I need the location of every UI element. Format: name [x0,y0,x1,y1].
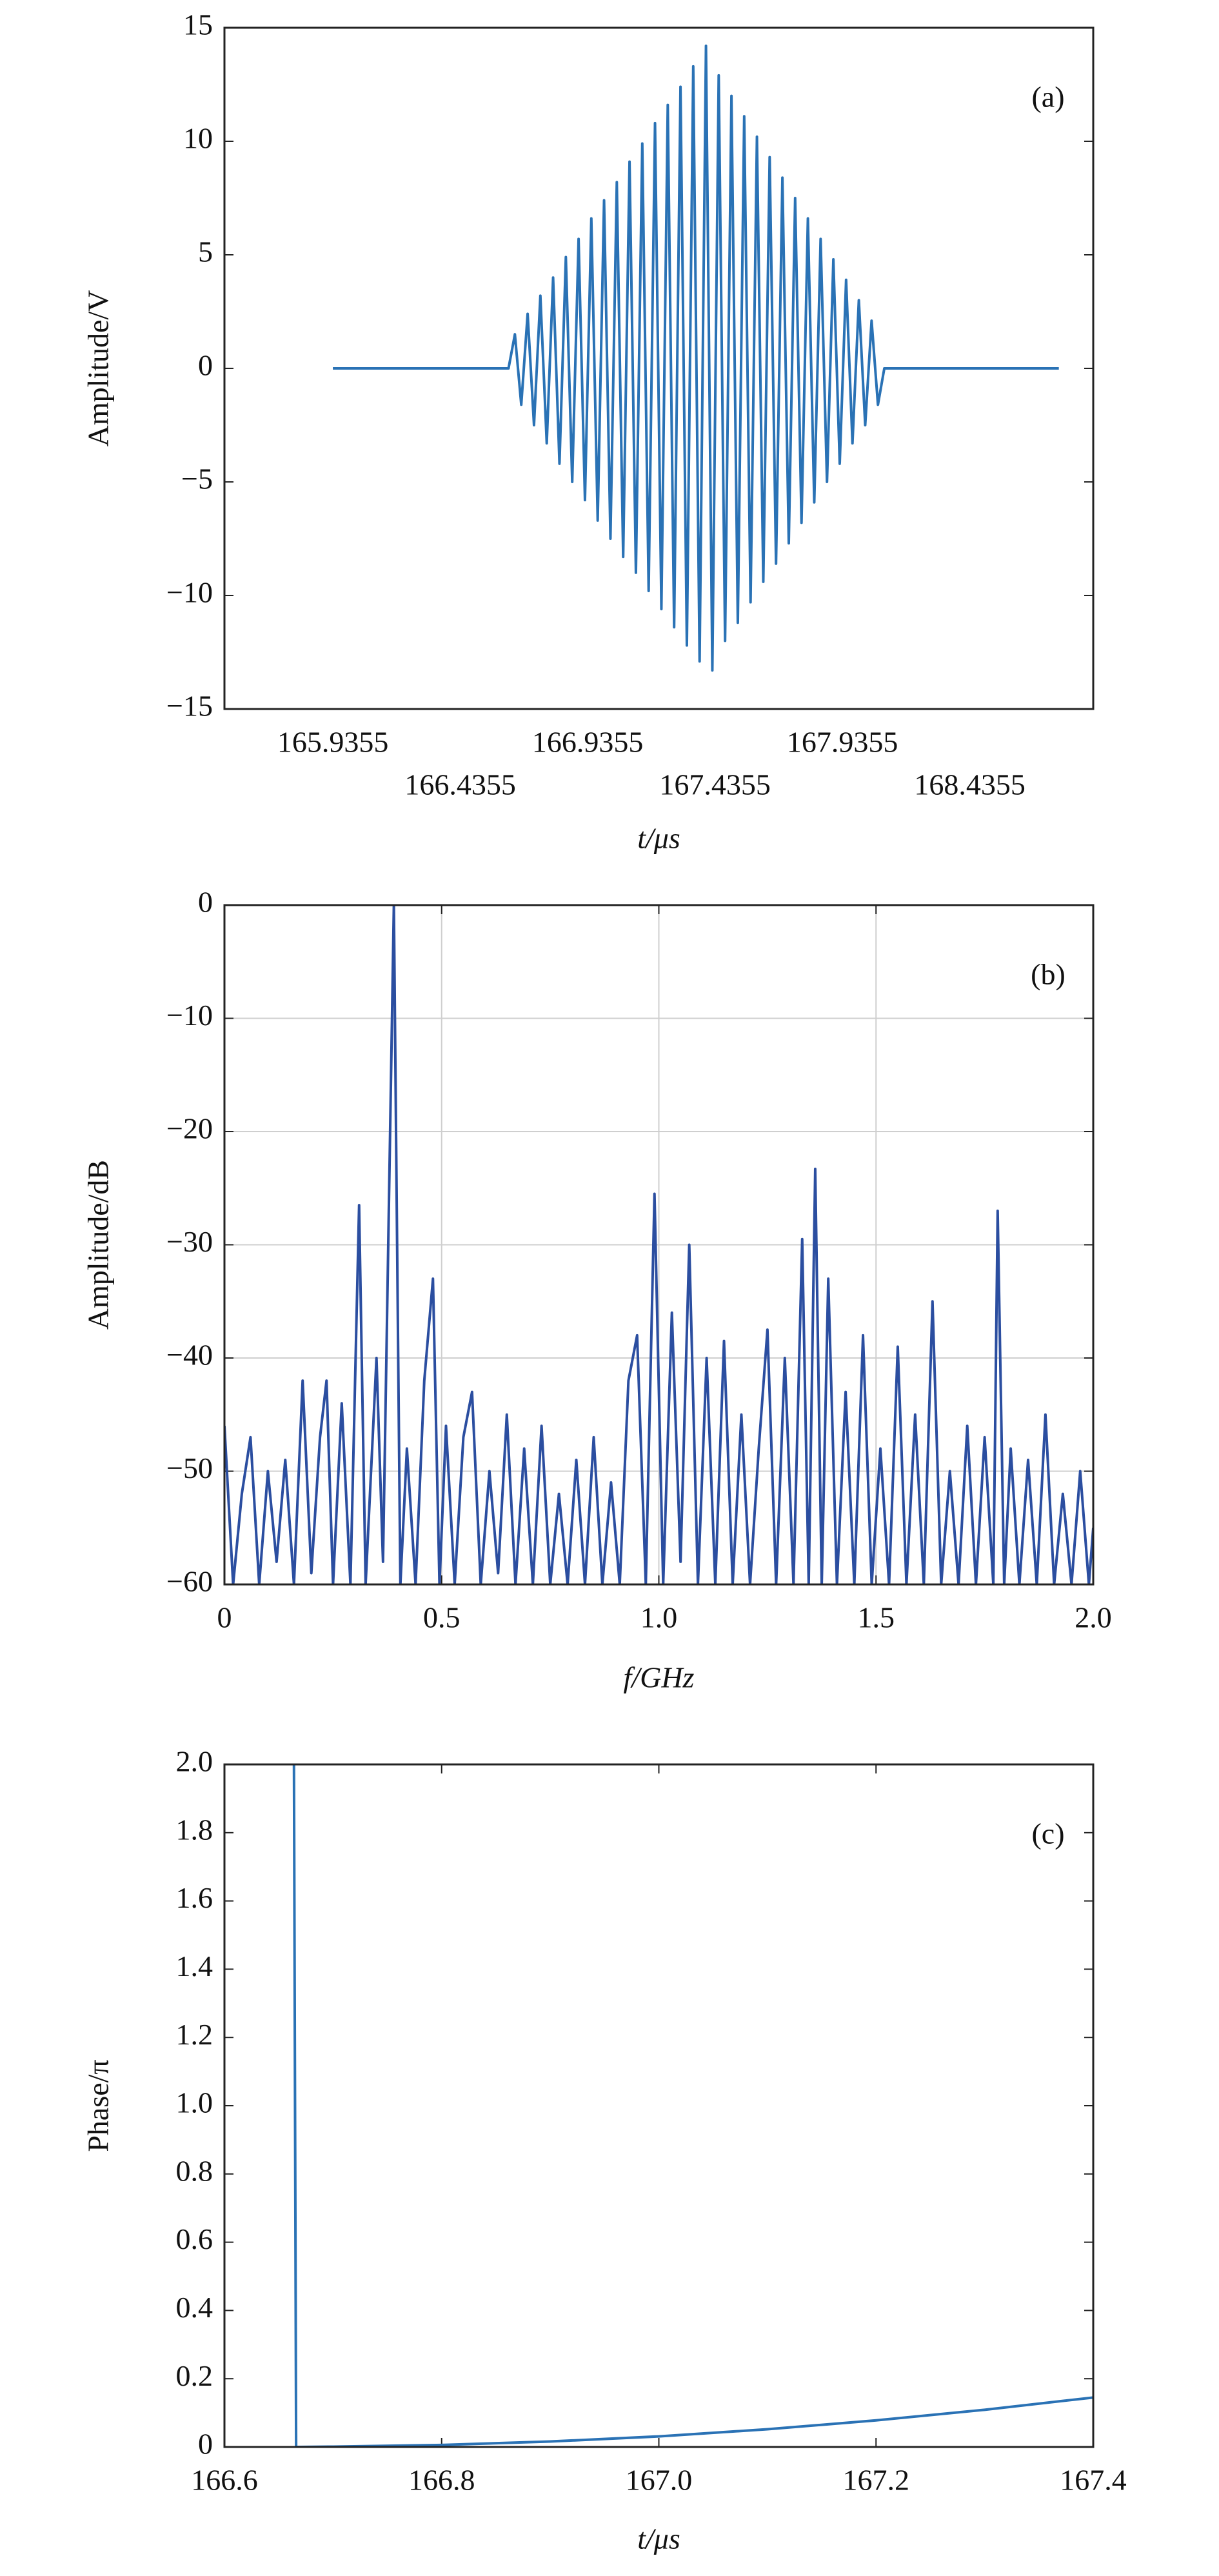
y-tick-label: −10 [166,576,213,609]
y-tick-label: 1.0 [176,2086,213,2119]
panel: −15 −10 −5 0 5 10 15 165.9355 166.4355 166.9355 16… [82,8,1095,855]
x-axis-label: t/μs [637,822,680,855]
y-tick-label: 0.4 [176,2291,213,2324]
y-tick-label: 0.8 [176,2154,213,2187]
y-tick-label: 15 [183,8,213,41]
panel-label: (c) [1031,1817,1064,1850]
y-tick-label: −10 [166,999,213,1032]
x-axis-label: f/GHz [624,1661,695,1694]
x-tick-label: 0.5 [423,1601,461,1634]
x-tick-label: 0 [217,1601,232,1634]
x-tick-label: 1.5 [858,1601,895,1634]
x-tick-label: 166.4355 [404,768,516,801]
x-tick-label: 1.0 [640,1601,678,1634]
y-tick-label: 10 [183,122,213,155]
y-tick-label: 5 [198,235,213,268]
panel: 0 0.2 0.4 0.6 0.8 1.0 1.2 1.4 1.6 1.8 2.0 166.6 166.… [82,1745,1127,2555]
x-tick-label: 166.8 [408,2464,475,2497]
y-axis-label: Amplitude/dB [82,1160,115,1330]
x-tick-label: 167.2 [843,2464,910,2497]
x-tick-label: 167.4355 [659,768,771,801]
x-tick-label: 167.9355 [787,726,898,759]
axes-frame [223,1763,1095,2448]
panel-label: (b) [1031,958,1065,991]
y-tick-label: 2.0 [176,1745,213,1778]
y-tick-label: −40 [166,1339,213,1372]
axes-frame [223,26,1095,710]
y-tick-label: 1.6 [176,1881,213,1914]
x-tick-label: 167.4 [1060,2464,1127,2497]
y-tick-label: −50 [166,1452,213,1484]
x-tick-label: 167.0 [626,2464,693,2497]
x-tick-label: 168.4355 [914,768,1026,801]
panel: −60 −50 −40 −30 −20 −10 0 0 0.5 1.0 1.5 2.0 (b) f/GHz… [82,886,1112,1694]
y-tick-label: −5 [181,463,213,495]
y-axis-label: Phase/π [82,2059,115,2152]
signal-line [333,45,1059,672]
y-tick-label: 0 [198,2428,213,2461]
y-tick-label: −60 [166,1565,213,1598]
x-tick-label: 165.9355 [277,726,389,759]
panel-label: (a) [1031,81,1064,114]
y-tick-label: 0.2 [176,2359,213,2392]
y-tick-label: −20 [166,1112,213,1145]
signal-line [224,905,1093,1584]
signal-line [292,1764,1093,2447]
y-tick-label: 1.4 [176,1950,213,1982]
x-axis-label: t/μs [637,2522,680,2555]
x-tick-label: 2.0 [1075,1601,1112,1634]
y-axis-label: Amplitude/V [82,290,115,447]
y-tick-label: 0 [198,349,213,382]
y-tick-label: 0.6 [176,2222,213,2255]
y-tick-label: 1.2 [176,2018,213,2051]
y-tick-label: 1.8 [176,1813,213,1846]
y-tick-label: 0 [198,886,213,919]
y-tick-label: −30 [166,1225,213,1258]
x-tick-label: 166.6 [191,2464,258,2497]
y-tick-label: −15 [166,690,213,723]
axes-frame [223,904,1095,1586]
x-tick-label: 166.9355 [532,726,644,759]
